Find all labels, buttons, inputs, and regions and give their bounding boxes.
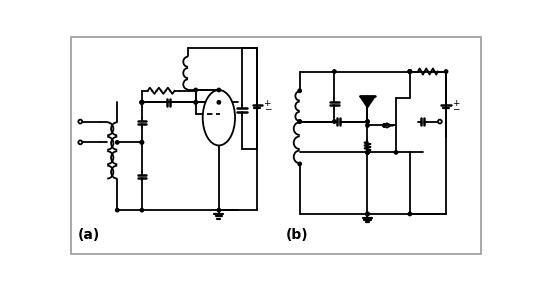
Circle shape bbox=[194, 88, 197, 92]
Circle shape bbox=[366, 120, 369, 123]
Circle shape bbox=[383, 124, 386, 127]
Circle shape bbox=[366, 151, 369, 154]
Circle shape bbox=[444, 70, 448, 73]
Circle shape bbox=[217, 209, 220, 212]
Circle shape bbox=[298, 120, 301, 123]
Circle shape bbox=[194, 101, 197, 104]
Circle shape bbox=[194, 101, 197, 104]
Circle shape bbox=[140, 101, 143, 104]
Circle shape bbox=[333, 120, 336, 123]
Text: −: − bbox=[264, 104, 271, 113]
Circle shape bbox=[366, 212, 369, 216]
Circle shape bbox=[115, 141, 119, 144]
Circle shape bbox=[140, 101, 143, 104]
Circle shape bbox=[140, 141, 143, 144]
Text: (b): (b) bbox=[286, 228, 308, 242]
Circle shape bbox=[140, 209, 143, 212]
Circle shape bbox=[366, 151, 369, 154]
Text: +: + bbox=[264, 99, 271, 108]
Circle shape bbox=[408, 212, 412, 216]
Circle shape bbox=[140, 101, 143, 104]
Circle shape bbox=[78, 141, 82, 144]
Polygon shape bbox=[360, 96, 375, 108]
Circle shape bbox=[366, 124, 369, 127]
Circle shape bbox=[408, 70, 412, 73]
Circle shape bbox=[366, 151, 369, 154]
Circle shape bbox=[383, 124, 386, 127]
Circle shape bbox=[298, 162, 301, 166]
Circle shape bbox=[115, 209, 119, 212]
Text: +: + bbox=[452, 99, 460, 108]
Circle shape bbox=[140, 101, 143, 104]
Text: (a): (a) bbox=[78, 228, 100, 242]
Circle shape bbox=[217, 101, 220, 104]
Circle shape bbox=[438, 120, 442, 124]
Circle shape bbox=[78, 120, 82, 124]
Circle shape bbox=[217, 88, 220, 92]
Circle shape bbox=[366, 120, 369, 123]
Text: −: − bbox=[452, 104, 460, 113]
Circle shape bbox=[298, 89, 301, 92]
Circle shape bbox=[140, 141, 143, 144]
Circle shape bbox=[408, 70, 412, 73]
Circle shape bbox=[408, 70, 412, 73]
Circle shape bbox=[298, 120, 301, 123]
Circle shape bbox=[366, 212, 369, 216]
Ellipse shape bbox=[203, 90, 235, 145]
Circle shape bbox=[333, 70, 336, 73]
Circle shape bbox=[394, 151, 398, 154]
